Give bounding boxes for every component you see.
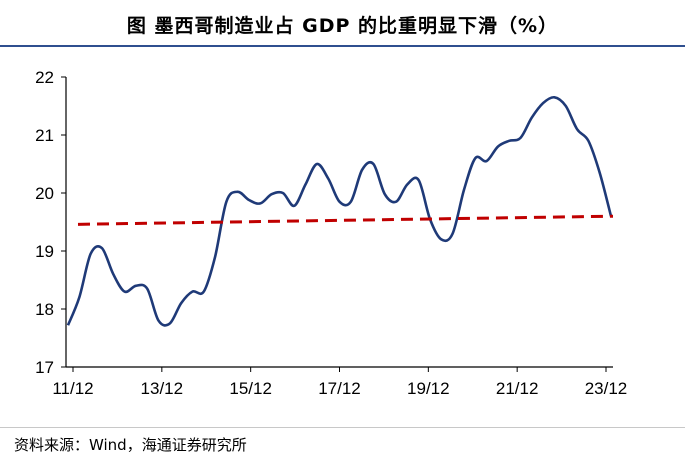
trend-line [77, 214, 614, 226]
x-tick-label: 15/12 [229, 379, 272, 398]
x-tick-label: 13/12 [141, 379, 184, 398]
y-tick-label: 22 [35, 68, 54, 87]
y-tick-label: 20 [35, 184, 54, 203]
x-tick-label: 19/12 [407, 379, 450, 398]
x-tick-label: 17/12 [318, 379, 361, 398]
y-tick-label: 18 [35, 300, 54, 319]
y-tick-label: 19 [35, 242, 54, 261]
series-line [66, 95, 613, 327]
x-tick-label: 11/12 [52, 379, 93, 398]
y-tick-label: 17 [35, 358, 54, 377]
chart-title: 图 墨西哥制造业占 GDP 的比重明显下滑（%） [126, 15, 559, 37]
title-bar: 图 墨西哥制造业占 GDP 的比重明显下滑（%） [0, 0, 685, 47]
x-tick-label: 23/12 [585, 379, 628, 398]
y-tick-label: 21 [35, 126, 54, 145]
source-note: 资料来源：Wind，海通证券研究所 [14, 436, 247, 454]
chart-area: 17 18 19 20 21 22 11/12 13/12 15/12 17/12 19/12 21/… [0, 47, 685, 427]
x-tick-label: 21/12 [496, 379, 539, 398]
source-footer: 资料来源：Wind，海通证券研究所 [0, 427, 685, 462]
line-chart: 17 18 19 20 21 22 11/12 13/12 15/12 17/12 19/12 21/… [35, 68, 628, 398]
